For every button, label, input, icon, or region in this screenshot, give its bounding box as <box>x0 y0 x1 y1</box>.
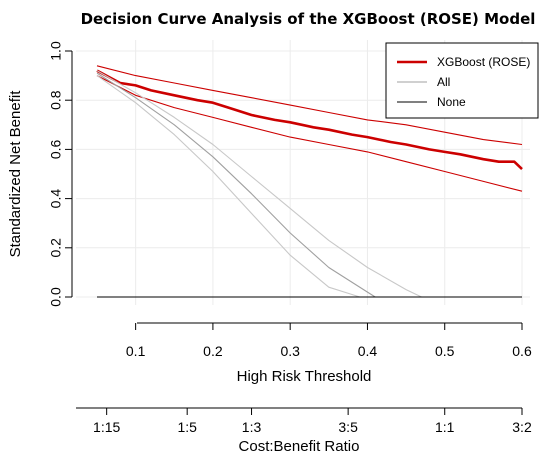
x-tick-label-2: 0.3 <box>280 343 300 359</box>
x-tick-label-1: 0.2 <box>203 343 223 359</box>
series-layer <box>96 65 523 298</box>
cost-benefit-tick-label-2: 1:3 <box>242 419 262 435</box>
y-tick-label-4: 0.8 <box>48 90 64 110</box>
legend-label-1: All <box>437 75 450 89</box>
legend: XGBoost (ROSE) All None <box>385 42 539 119</box>
y-tick-label-5: 1.0 <box>48 41 64 61</box>
series-line-5-ci-lower <box>96 75 360 298</box>
x-axis-label: High Risk Threshold <box>237 368 372 385</box>
cost-benefit-axis-label: Cost:Benefit Ratio <box>239 438 360 455</box>
x-tick-label-0: 0.1 <box>126 343 146 359</box>
cost-benefit-tick-label-3: 3:5 <box>338 419 358 435</box>
series-line-1-ci-upper <box>96 65 523 146</box>
cost-benefit-tick-label-5: 3:2 <box>512 419 532 435</box>
y-tick-label-1: 0.2 <box>48 238 64 258</box>
y-tick-label-3: 0.6 <box>48 139 64 159</box>
cost-benefit-axis: 1:15 1:5 1:3 3:5 1:1 3:2 <box>76 407 532 435</box>
y-tick-label-2: 0.4 <box>48 189 64 209</box>
series-line-0-thick <box>96 69 523 171</box>
series-line-4-ci-upper <box>96 70 422 298</box>
cost-benefit-tick-label-0: 1:15 <box>93 419 120 435</box>
y-axis-label: Standardized Net Benefit <box>7 90 24 258</box>
legend-label-0: XGBoost (ROSE) <box>437 55 530 69</box>
cost-benefit-tick-label-4: 1:1 <box>435 419 455 435</box>
y-axis: 0.0 0.2 0.4 0.6 0.8 1.0 <box>48 41 73 307</box>
cost-benefit-tick-label-1: 1:5 <box>177 419 197 435</box>
series-line-2-ci-lower <box>96 75 523 192</box>
x-tick-label-3: 0.4 <box>358 343 378 359</box>
x-axis: 0.1 0.2 0.3 0.4 0.5 0.6 <box>126 322 532 359</box>
y-tick-label-0: 0.0 <box>48 287 64 307</box>
x-tick-label-5: 0.6 <box>512 343 532 359</box>
x-tick-label-4: 0.5 <box>435 343 455 359</box>
legend-box <box>385 42 539 119</box>
chart-title: Decision Curve Analysis of the XGBoost (… <box>81 10 536 28</box>
legend-label-2: None <box>437 95 466 109</box>
series-line-3-thin <box>96 72 376 298</box>
